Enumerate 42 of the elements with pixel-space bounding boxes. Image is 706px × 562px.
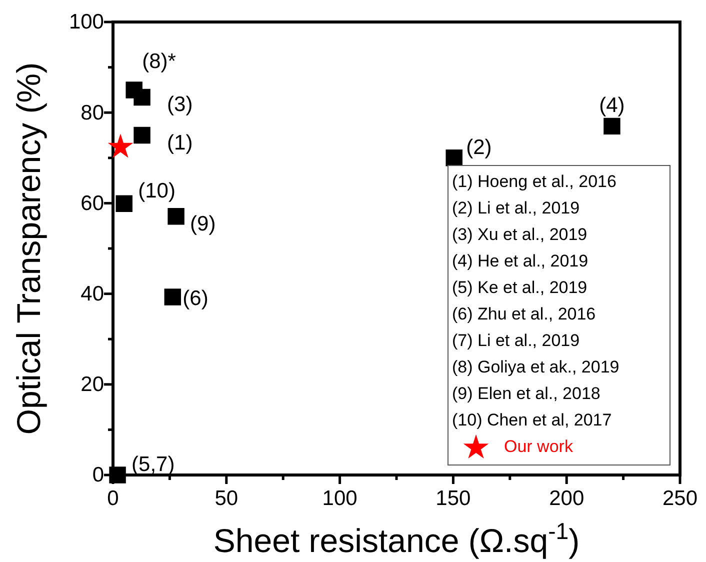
- annotation: (6) Zhu et al., 2016: [452, 304, 596, 324]
- annotation: (2) Li et al., 2019: [452, 198, 580, 218]
- annotation: (9) Elen et al., 2018: [452, 384, 600, 404]
- annotation: (4): [599, 94, 625, 117]
- point: [126, 82, 142, 98]
- annotation: (4) He et al., 2019: [452, 252, 588, 271]
- point: [108, 134, 134, 158]
- annotation: (8)*: [142, 49, 176, 72]
- annotation: (6): [182, 286, 208, 310]
- annotation: (10): [138, 179, 176, 202]
- x-tick-label: 250: [662, 487, 698, 510]
- annotation: (5) Ke et al., 2019: [452, 278, 588, 298]
- y-tick-label: 0: [92, 464, 104, 487]
- x-tick-label: 100: [322, 487, 358, 510]
- y-tick-label: 80: [80, 101, 104, 124]
- y-tick-label: 100: [68, 10, 104, 34]
- x-tick-label: 50: [214, 487, 238, 510]
- point: [168, 208, 184, 225]
- x-tick-label: 200: [549, 487, 584, 510]
- legend-label: Our work: [504, 437, 574, 456]
- annotation: (5,7): [132, 452, 175, 476]
- annotation: (3) Xu et al., 2019: [452, 225, 588, 244]
- point: [446, 150, 462, 166]
- annotation: (3): [167, 92, 193, 116]
- point: [604, 118, 620, 135]
- annotation: (2): [466, 135, 492, 158]
- y-tick-label: 60: [80, 192, 104, 215]
- annotation: (7) Li et al., 2019: [452, 331, 580, 350]
- point: [134, 126, 150, 144]
- y-axis-title: Optical Transparency (%): [10, 62, 47, 435]
- annotation: (1) Hoeng et al., 2016: [452, 172, 616, 192]
- point: [116, 195, 132, 212]
- annotation: (9): [190, 212, 216, 235]
- point: [164, 288, 182, 306]
- y-tick-label: 20: [80, 373, 104, 396]
- x-axis-title: Sheet resistance (Ω.sq$^{-1}$): [213, 518, 580, 559]
- annotation: (8) Goliya et ak., 2019: [452, 358, 620, 377]
- y-tick-label: 40: [80, 282, 104, 306]
- annotation: (1): [167, 130, 193, 154]
- x-tick-label: 0: [107, 487, 119, 510]
- annotation: (10) Chen et al, 2017: [452, 410, 612, 430]
- x-tick-label: 150: [436, 487, 471, 510]
